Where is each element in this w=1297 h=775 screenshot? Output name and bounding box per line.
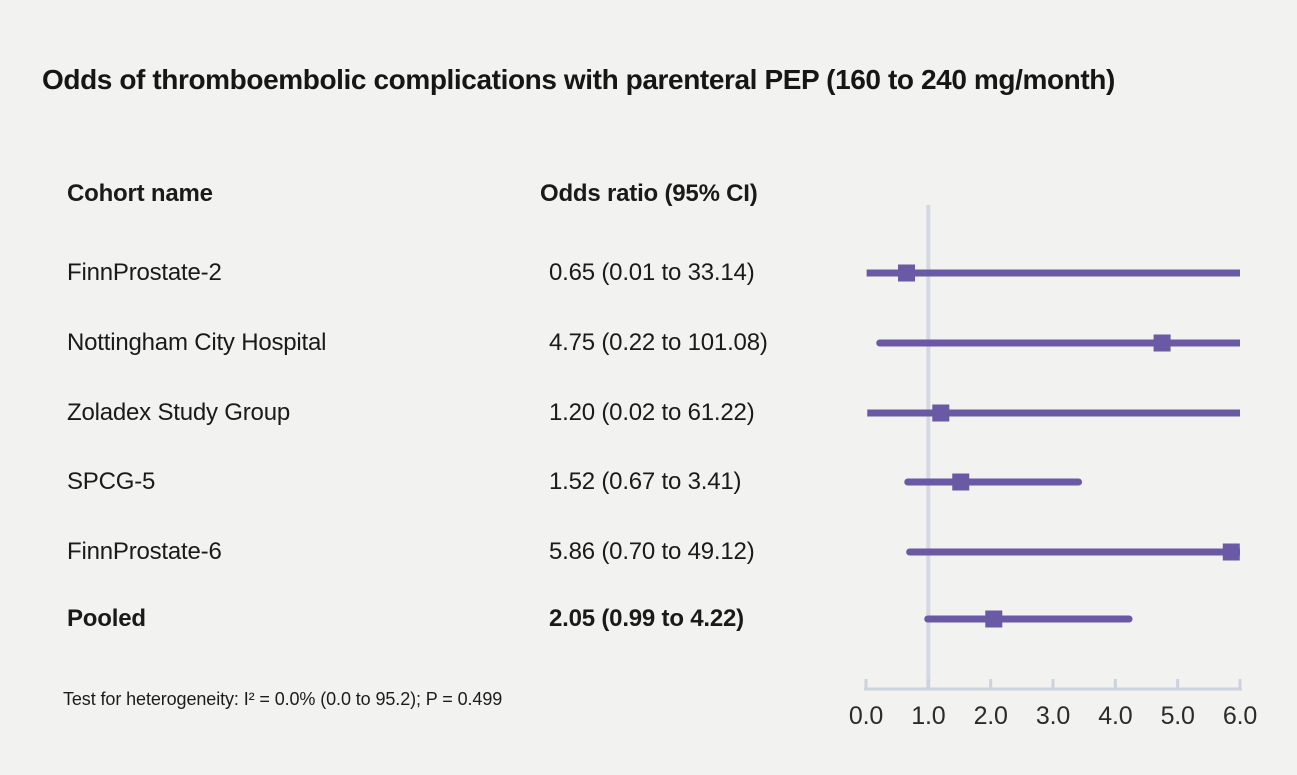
ci-cap-right	[1125, 615, 1133, 623]
cohort-name: SPCG-5	[67, 468, 156, 495]
ci-cap-left	[876, 339, 884, 347]
odds-ratio-value: 5.86 (0.70 to 49.12)	[549, 538, 755, 565]
ci-cap-left	[906, 548, 914, 556]
odds-ratio-value: 0.65 (0.01 to 33.14)	[549, 259, 755, 286]
x-tick-label: 3.0	[1035, 702, 1071, 730]
x-tick-label: 4.0	[1098, 702, 1133, 730]
chart-title: Odds of thromboembolic complications wit…	[42, 64, 1115, 95]
x-tick-label: 5.0	[1160, 702, 1195, 730]
odds-ratio-value: 1.20 (0.02 to 61.22)	[549, 399, 755, 426]
heterogeneity-note: Test for heterogeneity: I² = 0.0% (0.0 t…	[63, 689, 503, 709]
x-tick-label: 0.0	[848, 702, 884, 730]
odds-ratio-value: 2.05 (0.99 to 4.22)	[549, 605, 744, 632]
cohort-name: FinnProstate-6	[67, 538, 222, 565]
estimate-marker	[1222, 543, 1240, 561]
column-header-cohort: Cohort name	[67, 180, 213, 207]
estimate-marker	[952, 473, 970, 491]
pooled-estimate-marker	[985, 610, 1003, 628]
cohort-name: Nottingham City Hospital	[67, 329, 327, 356]
odds-ratio-value: 1.52 (0.67 to 3.41)	[549, 468, 742, 495]
ci-cap-left	[924, 615, 932, 623]
estimate-marker	[898, 264, 916, 282]
cohort-name: Pooled	[67, 605, 146, 632]
x-tick-label: 1.0	[911, 702, 946, 730]
column-header-odds-ratio: Odds ratio (95% CI)	[540, 180, 758, 207]
x-tick-label: 2.0	[973, 702, 1008, 730]
x-tick-label: 6.0	[1222, 702, 1258, 730]
estimate-marker	[932, 404, 950, 422]
cohort-name: FinnProstate-2	[67, 259, 222, 286]
estimate-marker	[1153, 334, 1171, 352]
odds-ratio-value: 4.75 (0.22 to 101.08)	[549, 329, 768, 356]
cohort-name: Zoladex Study Group	[67, 399, 290, 426]
ci-cap-right	[1075, 478, 1083, 486]
ci-cap-left	[904, 478, 912, 486]
